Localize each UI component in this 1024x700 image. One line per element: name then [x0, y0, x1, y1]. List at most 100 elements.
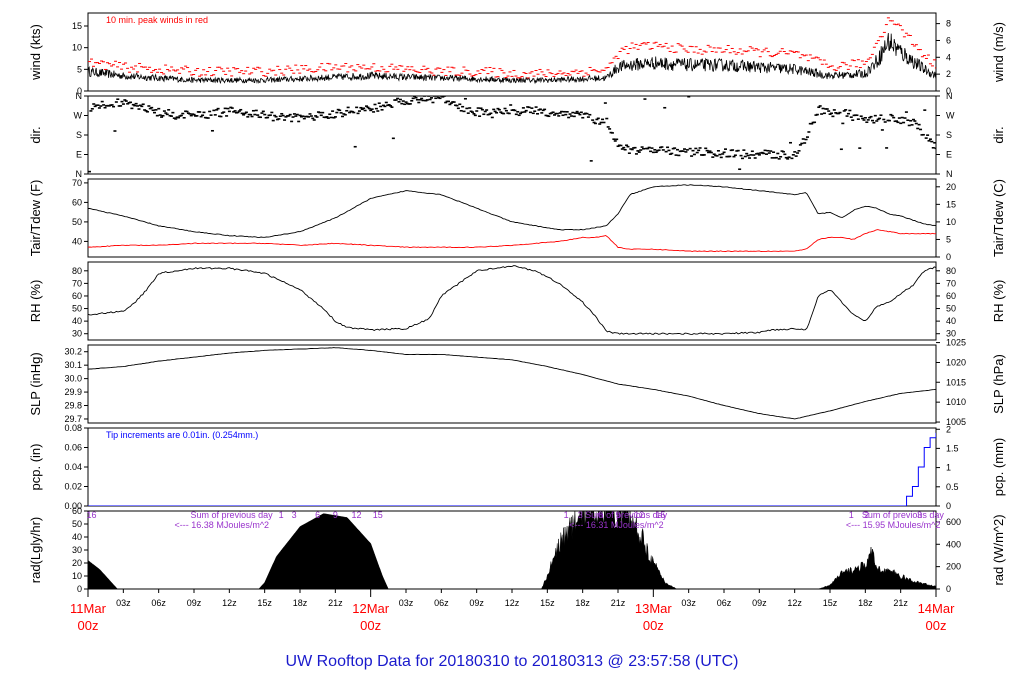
y-tick-label: 29.9: [64, 387, 82, 397]
y2-tick-label: 15: [946, 199, 956, 209]
y-tick-label: 30.1: [64, 360, 82, 370]
rad-hour-label: 9: [615, 510, 620, 520]
x-hour-label: 03z: [681, 598, 696, 608]
y2-tick-label: 200: [946, 562, 961, 572]
panel-rh: 30 40 50 60 70 80 30 40 50 60 70 80 RH (%) RH (%): [28, 261, 1006, 341]
panel-frame: [87, 261, 937, 341]
rad-hour-label: 16: [87, 510, 97, 520]
x-day-time: 00z: [360, 618, 381, 633]
rad-sum-value: <--- 15.95 MJoules/m^2: [846, 520, 941, 530]
tair-line: [88, 184, 936, 238]
panel-wind: 0 5 10 15 0 2 4 6 8 wind (kts) wind (m/s) 10 min. p…: [28, 12, 1006, 96]
y-tick-label: 50: [72, 519, 82, 529]
chart-title: UW Rooftop Data for 20180310 to 20180313…: [286, 653, 739, 670]
y-tick-label: 40: [72, 236, 82, 246]
y-tick-label: S: [76, 130, 82, 140]
x-hour-label: 18z: [293, 598, 308, 608]
y2-axis-label: wind (m/s): [991, 22, 1006, 83]
x-day-time: 00z: [78, 618, 99, 633]
rad-hour-label: 1: [564, 510, 569, 520]
y2-tick-label: 600: [946, 517, 961, 527]
x-hour-label: 03z: [116, 598, 131, 608]
rad-hour-label: 3: [292, 510, 297, 520]
y-tick-label: 0: [77, 584, 82, 594]
y2-tick-label: 50: [946, 304, 956, 314]
x-hour-label: 12z: [222, 598, 237, 608]
radiation-area: [88, 511, 936, 589]
y-tick-label: 0.02: [64, 482, 82, 492]
wind-line: [88, 32, 936, 85]
y-tick-label: 70: [72, 178, 82, 188]
y-tick-label: 15: [72, 21, 82, 31]
panel-frame: [87, 95, 937, 175]
y2-tick-label: 60: [946, 291, 956, 301]
x-hour-label: 18z: [858, 598, 873, 608]
slp-line: [88, 347, 936, 420]
y2-tick-label: S: [946, 130, 952, 140]
y2-tick-label: 0: [946, 86, 951, 96]
x-hour-label: 09z: [187, 598, 202, 608]
y2-tick-label: 1: [946, 463, 951, 473]
rad-hour-label: 15: [373, 510, 383, 520]
y2-tick-label: 4: [946, 52, 951, 62]
rh-line: [88, 265, 936, 335]
y-tick-label: 60: [72, 197, 82, 207]
x-hour-label: 09z: [469, 598, 484, 608]
y-axis-label: RH (%): [28, 280, 43, 323]
rad-sum-title: Sum of previous day: [191, 510, 274, 520]
y2-tick-label: 80: [946, 266, 956, 276]
x-hour-label: 09z: [752, 598, 767, 608]
y2-tick-label: 0: [946, 584, 951, 594]
time-axis: 03z 06z 09z 12z 15z 18z 21z 03z 06z 09z 12z 15z 18z 2…: [70, 589, 955, 633]
y2-tick-label: 0: [946, 252, 951, 262]
y-axis-label: dir.: [28, 126, 43, 143]
y-tick-label: 80: [72, 266, 82, 276]
panel-slp: 29.7 29.8 29.9 30.0 30.1 30.2 1005 1010 1015 1020…: [28, 338, 1006, 427]
rad-sum-title: Sum of previous day: [585, 510, 668, 520]
x-hour-label: 06z: [434, 598, 449, 608]
rad-sum-title: Sum of previous day: [862, 510, 945, 520]
x-hour-label: 06z: [151, 598, 166, 608]
y2-tick-label: 10: [946, 217, 956, 227]
x-hour-label: 21z: [611, 598, 626, 608]
x-hour-label: 15z: [257, 598, 272, 608]
y2-tick-label: 1015: [946, 377, 966, 387]
plot-area: [88, 511, 936, 589]
y2-tick-label: N: [946, 169, 953, 179]
x-hour-label: 21z: [893, 598, 908, 608]
y-tick-label: 20: [72, 558, 82, 568]
y2-tick-label: 1025: [946, 338, 966, 348]
rad-hour-label: 1: [279, 510, 284, 520]
x-day-time: 00z: [926, 618, 947, 633]
panel-pcp: 0.00 0.02 0.04 0.06 0.08 0 0.5 1 1.5 2 pcp. (in) pc…: [28, 423, 1006, 511]
rad-hour-label: 3: [578, 510, 583, 520]
y2-tick-label: 1010: [946, 397, 966, 407]
x-hour-label: 15z: [540, 598, 555, 608]
y2-tick-label: 1005: [946, 417, 966, 427]
y-axis-label: wind (kts): [28, 24, 43, 81]
y-tick-label: 70: [72, 278, 82, 288]
rad-hour-label: 6: [598, 510, 603, 520]
y2-tick-label: 2: [946, 424, 951, 434]
y-axis-label: rad(Lgly/hr): [28, 517, 43, 583]
y2-tick-label: 6: [946, 35, 951, 45]
y2-axis-label: SLP (hPa): [991, 354, 1006, 414]
y-tick-label: 40: [72, 532, 82, 542]
y2-tick-label: 70: [946, 278, 956, 288]
y-tick-label: 0.00: [64, 501, 82, 511]
precip-line: [88, 432, 936, 506]
x-hour-label: 12z: [787, 598, 802, 608]
plot-area: [88, 17, 936, 85]
y-tick-label: 30.2: [64, 347, 82, 357]
y2-tick-label: 0: [946, 501, 951, 511]
y2-axis-label: pcp. (mm): [991, 438, 1006, 497]
y2-axis-label: Tair/Tdew (C): [991, 179, 1006, 257]
y2-tick-label: 40: [946, 316, 956, 326]
plot-area: [88, 347, 936, 420]
x-day-label: 13Mar: [635, 601, 673, 616]
y2-tick-label: 1020: [946, 357, 966, 367]
y-tick-label: 30.0: [64, 374, 82, 384]
